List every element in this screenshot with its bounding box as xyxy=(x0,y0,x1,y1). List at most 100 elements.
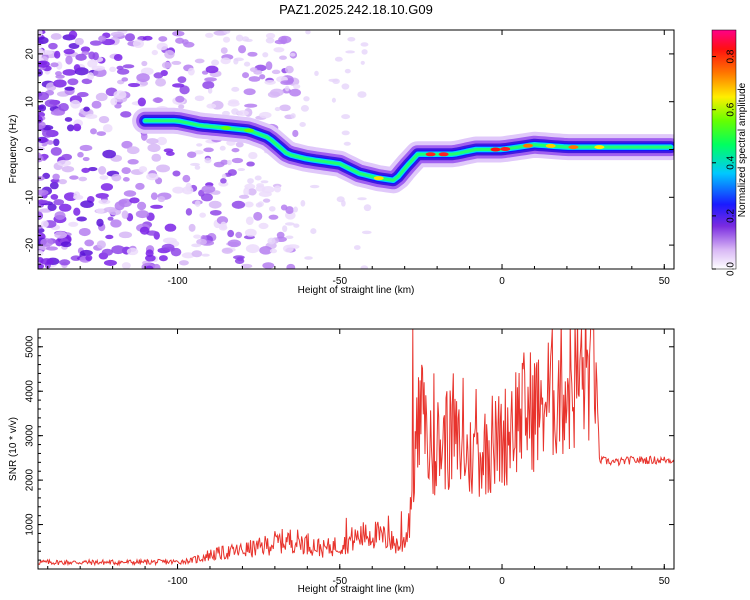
noise-blob xyxy=(98,35,107,42)
noise-blob xyxy=(289,88,301,97)
bottom-x-tick-label: 50 xyxy=(659,576,671,587)
bottom-y-tick-label: 4000 xyxy=(25,380,36,403)
ridge-band xyxy=(143,119,673,182)
noise-blob xyxy=(90,128,97,135)
noise-blob xyxy=(219,145,226,151)
bottom-plot-frame xyxy=(37,328,675,570)
noise-blob xyxy=(273,47,285,53)
colorbar: 0.0 0.2 0.4 0.6 0.8 Normalized spectral ampl… xyxy=(711,29,748,276)
noise-blob xyxy=(53,199,65,206)
noise-blob xyxy=(150,192,158,200)
noise-blob xyxy=(121,77,129,82)
noise-blob xyxy=(238,45,247,54)
noise-blob xyxy=(246,161,255,167)
noise-blob xyxy=(135,182,145,190)
noise-blob xyxy=(247,178,254,184)
colorbar-gradient xyxy=(711,29,737,270)
noise-blob xyxy=(293,84,301,89)
noise-blob xyxy=(182,174,191,183)
top-y-axis: 20 10 0 -10 -20 xyxy=(25,34,674,265)
noise-blob xyxy=(89,40,102,46)
noise-blob xyxy=(310,228,317,235)
noise-blob xyxy=(194,150,204,155)
noise-blob xyxy=(80,46,91,53)
noise-blob xyxy=(96,131,107,137)
ridge-hotspot xyxy=(243,128,254,133)
noise-blob xyxy=(222,36,231,43)
noise-blob xyxy=(220,47,228,54)
noise-blob xyxy=(113,90,127,100)
noise-blob xyxy=(341,130,350,136)
bottom-x-tick-label: -50 xyxy=(333,576,348,587)
noise-blob xyxy=(73,207,81,216)
noise-blob xyxy=(300,105,309,112)
noise-blob xyxy=(99,175,109,180)
noise-blob xyxy=(139,81,149,86)
bottom-x-axis: -100 -50 0 50 xyxy=(47,329,671,587)
noise-blob xyxy=(253,211,263,221)
noise-blob xyxy=(85,254,93,262)
noise-blob xyxy=(38,115,43,124)
noise-blob xyxy=(211,59,220,66)
noise-blob xyxy=(226,159,232,166)
noise-blob xyxy=(54,50,61,59)
noise-blob xyxy=(121,262,131,269)
snr-series-line xyxy=(38,329,674,567)
noise-blob xyxy=(137,201,147,211)
noise-blob xyxy=(220,221,227,230)
noise-blob xyxy=(235,34,244,42)
noise-blob xyxy=(58,203,72,212)
noise-blob xyxy=(361,230,372,235)
noise-blob xyxy=(341,199,346,207)
noise-blob xyxy=(194,200,201,207)
noise-blob xyxy=(243,61,251,67)
noise-blob xyxy=(95,92,108,102)
noise-blob xyxy=(38,189,49,196)
noise-blob xyxy=(185,208,193,216)
noise-blob xyxy=(156,136,168,146)
noise-blob xyxy=(209,209,222,216)
snr-panel: -100 -50 0 50 1000 2000 3000 4000 5000 Height o… xyxy=(8,328,675,595)
noise-blob xyxy=(353,245,361,250)
noise-blob xyxy=(285,206,294,215)
colorbar-tick-label: 0.6 xyxy=(726,102,737,116)
noise-blob xyxy=(238,194,250,199)
noise-blob xyxy=(172,170,181,177)
noise-blob xyxy=(68,43,80,50)
noise-blob xyxy=(116,68,130,75)
noise-blob xyxy=(62,69,77,76)
noise-blob xyxy=(120,111,132,118)
top-y-tick-label: 0 xyxy=(25,146,36,152)
noise-blob xyxy=(85,113,98,119)
noise-blob xyxy=(87,59,98,68)
noise-blob xyxy=(65,55,73,65)
noise-blob xyxy=(357,91,367,98)
noise-blob xyxy=(203,147,214,153)
noise-blob xyxy=(264,79,276,85)
top-x-tick-label: 0 xyxy=(499,276,505,287)
top-x-axis: -100 -50 0 50 xyxy=(47,30,670,287)
bottom-y-axis: 1000 2000 3000 4000 5000 xyxy=(25,328,674,561)
noise-blob xyxy=(48,42,58,50)
noise-blob xyxy=(153,72,164,79)
ridge-hotspot xyxy=(594,145,605,150)
noise-blob xyxy=(280,204,288,211)
noise-blob xyxy=(270,88,284,97)
noise-blob xyxy=(201,70,209,75)
noise-blob xyxy=(207,87,213,94)
noise-blob xyxy=(82,156,90,162)
noise-blob xyxy=(38,142,43,147)
noise-blob xyxy=(201,253,210,257)
noise-blob xyxy=(49,181,59,190)
noise-blob xyxy=(111,173,122,182)
noise-blob xyxy=(242,72,250,79)
noise-blob xyxy=(282,225,288,233)
noise-blob xyxy=(98,115,110,124)
noise-blob xyxy=(361,49,368,55)
noise-blob xyxy=(244,201,254,208)
noise-blob xyxy=(332,78,340,85)
noise-blob xyxy=(57,159,72,167)
noise-blob xyxy=(151,153,162,162)
noise-blob xyxy=(118,199,128,204)
noise-blob xyxy=(156,42,168,51)
